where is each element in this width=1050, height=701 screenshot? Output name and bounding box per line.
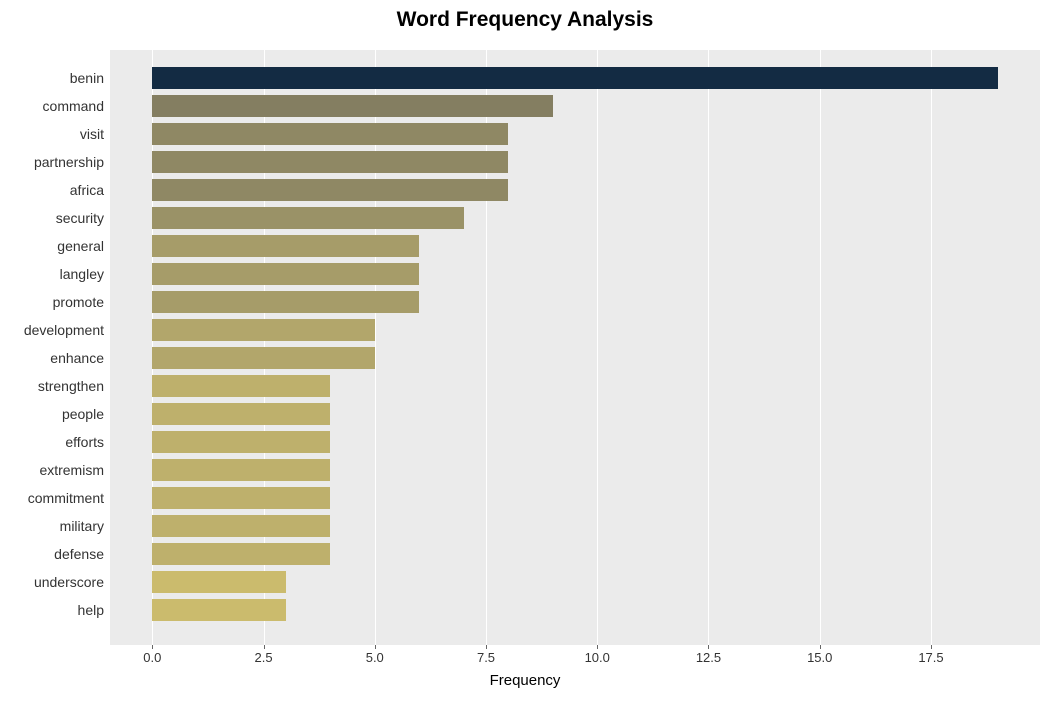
- chart-title: Word Frequency Analysis: [0, 8, 1050, 32]
- x-tick-mark: [486, 645, 487, 649]
- y-tick-label: command: [43, 95, 104, 117]
- bar: [152, 487, 330, 509]
- y-tick-label: enhance: [50, 347, 104, 369]
- y-tick-label: africa: [70, 179, 104, 201]
- bar: [152, 207, 463, 229]
- x-tick-label: 15.0: [807, 650, 832, 665]
- x-tick-label: 0.0: [143, 650, 161, 665]
- x-tick-label: 17.5: [918, 650, 943, 665]
- y-tick-label: security: [56, 207, 104, 229]
- grid-line: [820, 50, 821, 645]
- x-tick-mark: [264, 645, 265, 649]
- grid-line: [597, 50, 598, 645]
- word-frequency-chart: Word Frequency Analysis benin command visi…: [0, 0, 1050, 701]
- bar: [152, 67, 997, 89]
- bar: [152, 571, 285, 593]
- y-tick-label: promote: [53, 291, 104, 313]
- x-tick-mark: [708, 645, 709, 649]
- bar: [152, 543, 330, 565]
- bar: [152, 599, 285, 621]
- x-tick-mark: [375, 645, 376, 649]
- x-axis-title: Frequency: [0, 672, 1050, 689]
- y-tick-label: defense: [54, 543, 104, 565]
- bar: [152, 431, 330, 453]
- y-tick-label: strengthen: [38, 375, 104, 397]
- y-tick-label: partnership: [34, 151, 104, 173]
- y-tick-label: extremism: [39, 459, 104, 481]
- y-tick-label: underscore: [34, 571, 104, 593]
- y-tick-label: commitment: [28, 487, 104, 509]
- bar: [152, 375, 330, 397]
- y-tick-label: visit: [80, 123, 104, 145]
- bar: [152, 515, 330, 537]
- bar: [152, 459, 330, 481]
- y-tick-label: efforts: [65, 431, 104, 453]
- plot-panel: [110, 50, 1040, 645]
- grid-line: [931, 50, 932, 645]
- x-tick-label: 10.0: [585, 650, 610, 665]
- bar: [152, 123, 508, 145]
- x-tick-mark: [597, 645, 598, 649]
- x-tick-label: 2.5: [254, 650, 272, 665]
- x-tick-mark: [820, 645, 821, 649]
- bar: [152, 151, 508, 173]
- bar: [152, 263, 419, 285]
- y-tick-label: military: [60, 515, 104, 537]
- x-tick-label: 7.5: [477, 650, 495, 665]
- y-tick-label: people: [62, 403, 104, 425]
- bar: [152, 347, 374, 369]
- bar: [152, 235, 419, 257]
- y-tick-label: langley: [60, 263, 104, 285]
- y-tick-label: benin: [70, 67, 104, 89]
- x-tick-mark: [152, 645, 153, 649]
- x-tick-label: 5.0: [366, 650, 384, 665]
- bar: [152, 291, 419, 313]
- bar: [152, 179, 508, 201]
- y-tick-label: general: [57, 235, 104, 257]
- y-tick-label: help: [78, 599, 104, 621]
- bar: [152, 95, 552, 117]
- y-tick-label: development: [24, 319, 104, 341]
- x-tick-mark: [931, 645, 932, 649]
- bar: [152, 319, 374, 341]
- x-tick-label: 12.5: [696, 650, 721, 665]
- grid-line: [708, 50, 709, 645]
- bar: [152, 403, 330, 425]
